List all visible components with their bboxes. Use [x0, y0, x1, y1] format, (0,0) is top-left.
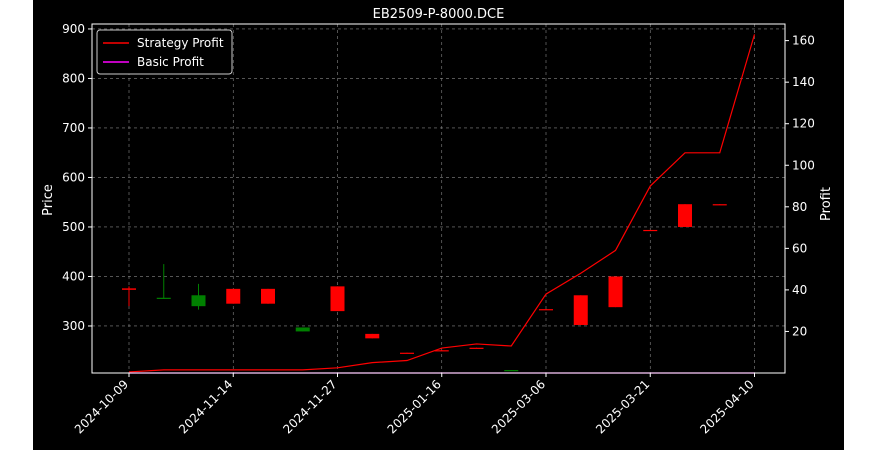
plot-frame	[91, 23, 786, 374]
candle-body	[191, 295, 206, 307]
y-left-tick-label: 500	[62, 220, 85, 234]
x-tick-label: 2025-03-06	[489, 377, 548, 436]
candle-body	[539, 309, 553, 311]
x-tick-label: 2025-03-21	[593, 377, 652, 436]
candle-body	[156, 297, 171, 299]
candle-body	[330, 286, 345, 312]
y-axis-left-label: Price	[41, 184, 56, 216]
candle-body	[261, 288, 275, 304]
candle-body	[365, 333, 380, 339]
strategy-profit-line	[128, 34, 756, 373]
candles	[122, 204, 727, 372]
candle-body	[400, 352, 414, 354]
candle-body	[434, 350, 449, 352]
x-tick-label: 2025-04-10	[697, 377, 756, 436]
y-left-tick-label: 600	[62, 170, 85, 184]
candle-body	[504, 370, 519, 372]
candle-body	[678, 204, 692, 227]
y-right-tick-label: 60	[792, 241, 807, 255]
legend-box	[96, 29, 233, 75]
y-axis-right-label: Profit	[819, 187, 834, 221]
y-right-tick-label: 160	[792, 34, 815, 48]
chart: 300 400 500 600 700 800 900 20 40 60 80 100 120 140 16…	[41, 7, 834, 436]
x-tick-label: 2024-10-09	[72, 377, 131, 436]
candle-body	[643, 229, 658, 232]
y-right-tick-label: 20	[792, 324, 807, 338]
y-right-tick-label: 120	[792, 117, 815, 131]
candle-body	[122, 288, 136, 290]
candle-body	[469, 347, 484, 349]
y-left-tick-label: 400	[62, 269, 85, 283]
legend-label-basic: Basic Profit	[137, 55, 204, 69]
grid	[92, 24, 785, 373]
legend-label-strategy: Strategy Profit	[137, 36, 224, 50]
legend: Strategy Profit Basic Profit	[96, 29, 233, 75]
x-tick-label: 2025-01-16	[385, 377, 444, 436]
y-right-tick-label: 140	[792, 75, 815, 89]
y-left-tick-label: 900	[62, 22, 85, 36]
figure: 300 400 500 600 700 800 900 20 40 60 80 100 120 140 16…	[33, 0, 844, 450]
candle-body	[608, 276, 623, 308]
y-left-tick-label: 700	[62, 121, 85, 135]
candle-body	[295, 327, 310, 332]
y-right-tick-label: 80	[792, 200, 807, 214]
y-left-tick-label: 300	[62, 319, 85, 333]
y-left-tick-label: 800	[62, 71, 85, 85]
y-right-tick-label: 100	[792, 158, 815, 172]
candle-body	[226, 288, 241, 304]
candle-body	[573, 295, 588, 325]
x-tick-label: 2024-11-14	[176, 377, 235, 436]
candle-body	[712, 204, 727, 206]
ticks: 300 400 500 600 700 800 900 20 40 60 80 100 120 140 16…	[62, 22, 815, 436]
chart-title: EB2509-P-8000.DCE	[373, 7, 505, 22]
x-tick-label: 2024-11-27	[280, 377, 339, 436]
y-right-tick-label: 40	[792, 283, 807, 297]
